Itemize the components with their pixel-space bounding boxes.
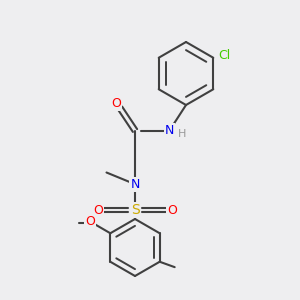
Text: Cl: Cl — [219, 49, 231, 62]
Text: O: O — [167, 203, 177, 217]
Text: N: N — [130, 178, 140, 191]
Text: O: O — [93, 203, 103, 217]
Text: H: H — [178, 129, 186, 139]
Text: N: N — [165, 124, 174, 137]
Text: O: O — [85, 215, 95, 228]
Text: O: O — [112, 97, 121, 110]
Text: S: S — [130, 203, 140, 217]
